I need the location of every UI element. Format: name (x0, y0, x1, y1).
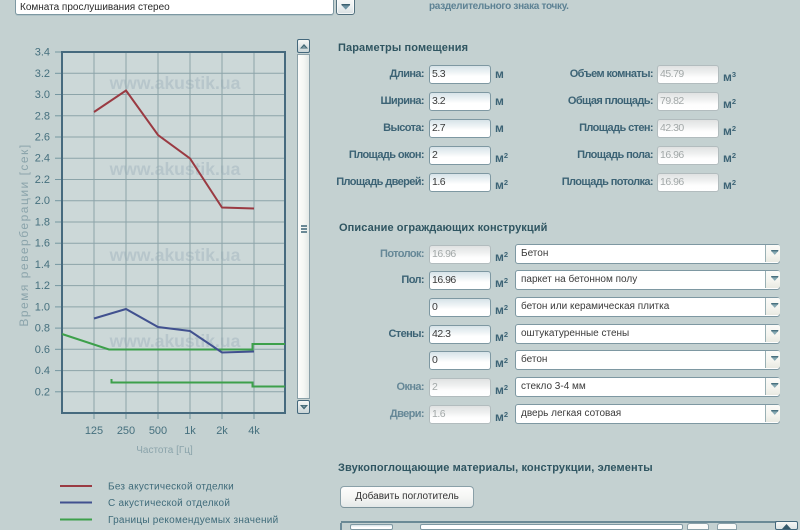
svg-text:3.2: 3.2 (35, 68, 50, 80)
svg-text:125: 125 (85, 425, 103, 437)
svg-text:0.2: 0.2 (35, 386, 50, 398)
svg-text:www.akustik.ua: www.akustik.ua (109, 245, 241, 265)
svg-text:2.0: 2.0 (35, 195, 50, 207)
svg-text:1.0: 1.0 (35, 301, 50, 313)
svg-text:2.4: 2.4 (35, 153, 50, 165)
svg-text:www.akustik.ua: www.akustik.ua (109, 73, 241, 93)
svg-text:С акустической отделкой: С акустической отделкой (108, 498, 230, 509)
svg-text:2.8: 2.8 (35, 110, 50, 122)
svg-text:3.0: 3.0 (35, 89, 50, 101)
svg-text:2k: 2k (216, 425, 228, 437)
svg-text:Границы рекомендуемых значений: Границы рекомендуемых значений (108, 515, 278, 526)
svg-text:1.4: 1.4 (35, 259, 50, 271)
svg-text:1.6: 1.6 (35, 238, 50, 250)
svg-text:1.2: 1.2 (35, 280, 50, 292)
svg-text:500: 500 (149, 425, 167, 437)
svg-text:4k: 4k (248, 425, 260, 437)
svg-text:3.4: 3.4 (35, 47, 50, 59)
svg-text:0.4: 0.4 (35, 365, 50, 377)
svg-text:Без акустической отделки: Без акустической отделки (108, 482, 234, 493)
svg-text:www.akustik.ua: www.akustik.ua (109, 331, 241, 351)
svg-text:2.6: 2.6 (35, 132, 50, 144)
svg-text:1.8: 1.8 (35, 217, 50, 229)
svg-text:2.2: 2.2 (35, 174, 50, 186)
svg-text:1k: 1k (184, 425, 196, 437)
svg-text:www.akustik.ua: www.akustik.ua (109, 159, 241, 179)
svg-text:0.8: 0.8 (35, 323, 50, 335)
svg-text:Время реверберации [сек]: Время реверберации [сек] (17, 143, 31, 326)
svg-text:250: 250 (117, 425, 135, 437)
svg-text:Частота [Гц]: Частота [Гц] (136, 445, 193, 456)
svg-text:0.6: 0.6 (35, 344, 50, 356)
